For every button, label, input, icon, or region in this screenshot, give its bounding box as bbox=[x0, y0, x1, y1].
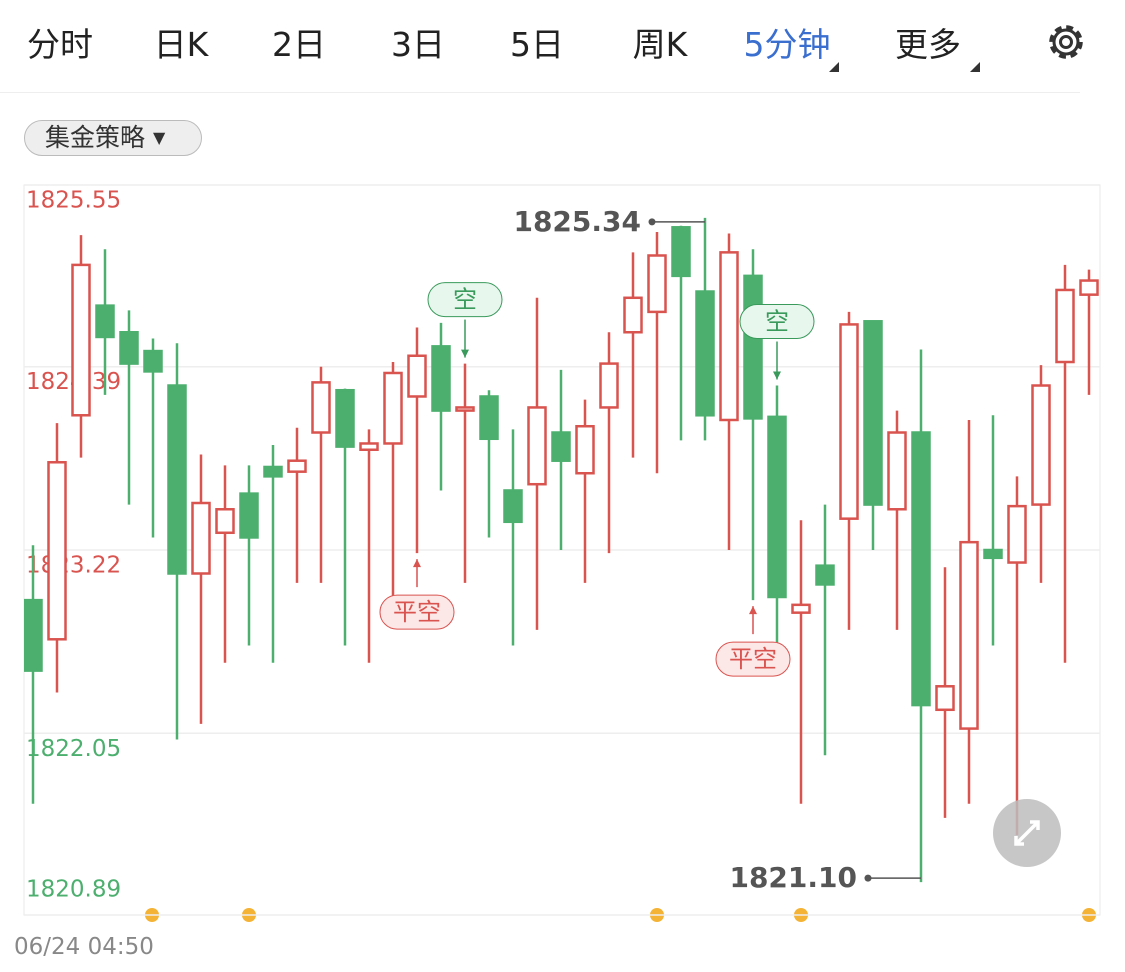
candle-body bbox=[695, 290, 715, 417]
dropdown-corner bbox=[829, 62, 839, 72]
dropdown-arrow: ▼ bbox=[152, 128, 166, 147]
signal: 平空 bbox=[715, 606, 791, 677]
candle-body bbox=[863, 320, 883, 506]
candle-body bbox=[1031, 384, 1051, 506]
signal-label: 空 bbox=[765, 308, 789, 336]
signal-arrow-head bbox=[413, 559, 421, 568]
candle-body bbox=[839, 323, 859, 520]
y-tick-label: 1822.05 bbox=[26, 736, 121, 762]
candle-body bbox=[24, 598, 43, 672]
candle-body bbox=[1055, 288, 1075, 364]
extreme-label: 1821.10 bbox=[729, 861, 857, 894]
tab[interactable]: 3日 bbox=[391, 18, 445, 66]
signal-label: 平空 bbox=[393, 598, 441, 626]
candle-body bbox=[671, 226, 691, 278]
extreme-dot bbox=[864, 874, 872, 882]
tab[interactable]: 5分钟 bbox=[744, 18, 831, 66]
candle-body bbox=[815, 564, 835, 586]
tab-label: 3日 bbox=[391, 25, 445, 64]
signal-label: 平空 bbox=[729, 645, 777, 673]
candle-body bbox=[263, 465, 283, 478]
signal-arrow-head bbox=[773, 371, 781, 380]
tab[interactable]: 周K bbox=[633, 18, 688, 66]
candle-body bbox=[431, 345, 451, 412]
candle-body bbox=[599, 362, 619, 409]
candle-body bbox=[119, 331, 139, 365]
tab[interactable]: 分时 bbox=[27, 18, 93, 66]
candle-body bbox=[143, 349, 163, 373]
signal-bubble bbox=[715, 641, 791, 677]
signal-bubble bbox=[427, 282, 503, 318]
signal: 空 bbox=[427, 282, 503, 358]
candle-body bbox=[935, 685, 955, 712]
y-tick-label: 1823.22 bbox=[26, 553, 121, 579]
candle-body bbox=[911, 431, 931, 707]
tab-label: 更多 bbox=[895, 25, 961, 64]
candles bbox=[24, 217, 1099, 883]
tab-label: 2日 bbox=[272, 25, 326, 64]
candle-body bbox=[383, 371, 403, 445]
candle-body bbox=[335, 388, 355, 448]
candle-body bbox=[95, 304, 115, 339]
candle-body bbox=[767, 415, 787, 599]
candle-body bbox=[287, 459, 307, 473]
tab-label: 分时 bbox=[27, 25, 93, 64]
button-label: 集金策略 bbox=[45, 123, 146, 152]
candle-body bbox=[311, 381, 331, 434]
tab[interactable]: 日K bbox=[154, 18, 209, 66]
candle-body bbox=[1079, 279, 1099, 296]
tab[interactable]: 更多 bbox=[895, 18, 961, 66]
candle-body bbox=[623, 296, 643, 334]
tab[interactable]: 2日 bbox=[272, 18, 326, 66]
strategy-button[interactable]: 集金策略 ▼ bbox=[24, 120, 202, 156]
candle-body bbox=[791, 603, 811, 614]
candle-body bbox=[215, 508, 235, 535]
candle-body bbox=[887, 431, 907, 511]
candle-body bbox=[503, 489, 523, 524]
tab[interactable]: 5日 bbox=[510, 18, 564, 66]
expand-button[interactable] bbox=[992, 798, 1062, 868]
y-tick-label: 1825.55 bbox=[26, 188, 121, 214]
signal-arrow-head bbox=[461, 349, 469, 358]
candle-body bbox=[71, 263, 91, 417]
y-tick-label: 1820.89 bbox=[26, 877, 121, 903]
candle-body bbox=[719, 251, 739, 422]
signal-label: 空 bbox=[453, 286, 477, 314]
candle-body bbox=[551, 431, 571, 462]
extreme-dot bbox=[648, 218, 656, 226]
candle-body bbox=[47, 461, 67, 641]
tab-label: 5分钟 bbox=[743, 25, 831, 64]
settings-icon[interactable] bbox=[1049, 25, 1083, 59]
tab-label: 5日 bbox=[510, 25, 564, 64]
signal-bubble bbox=[739, 304, 815, 340]
extreme-label: 1825.34 bbox=[513, 205, 641, 238]
candle-body bbox=[407, 354, 427, 398]
start-time-label: 06/24 04:50 bbox=[14, 934, 154, 960]
candle-body bbox=[191, 501, 211, 575]
separator bbox=[0, 92, 1080, 93]
candle-body bbox=[239, 492, 259, 539]
tab-label: 周K bbox=[632, 25, 688, 64]
candle-body bbox=[479, 395, 499, 441]
signal-bubble bbox=[379, 594, 455, 630]
signal-arrow-head bbox=[749, 606, 757, 615]
candle-body bbox=[1007, 504, 1027, 564]
candle-body bbox=[959, 540, 979, 730]
dropdown-corner bbox=[970, 62, 980, 72]
candle-body bbox=[743, 274, 763, 420]
signal: 空 bbox=[739, 304, 815, 380]
candle-body bbox=[527, 406, 547, 486]
candle-body bbox=[575, 424, 595, 475]
candle-body bbox=[983, 548, 1003, 560]
candle-body bbox=[167, 384, 187, 575]
candle-body bbox=[455, 406, 475, 412]
signal: 平空 bbox=[379, 559, 455, 630]
tab-label: 日K bbox=[153, 25, 209, 64]
candle-body bbox=[647, 254, 667, 314]
candle-body bbox=[359, 442, 379, 451]
